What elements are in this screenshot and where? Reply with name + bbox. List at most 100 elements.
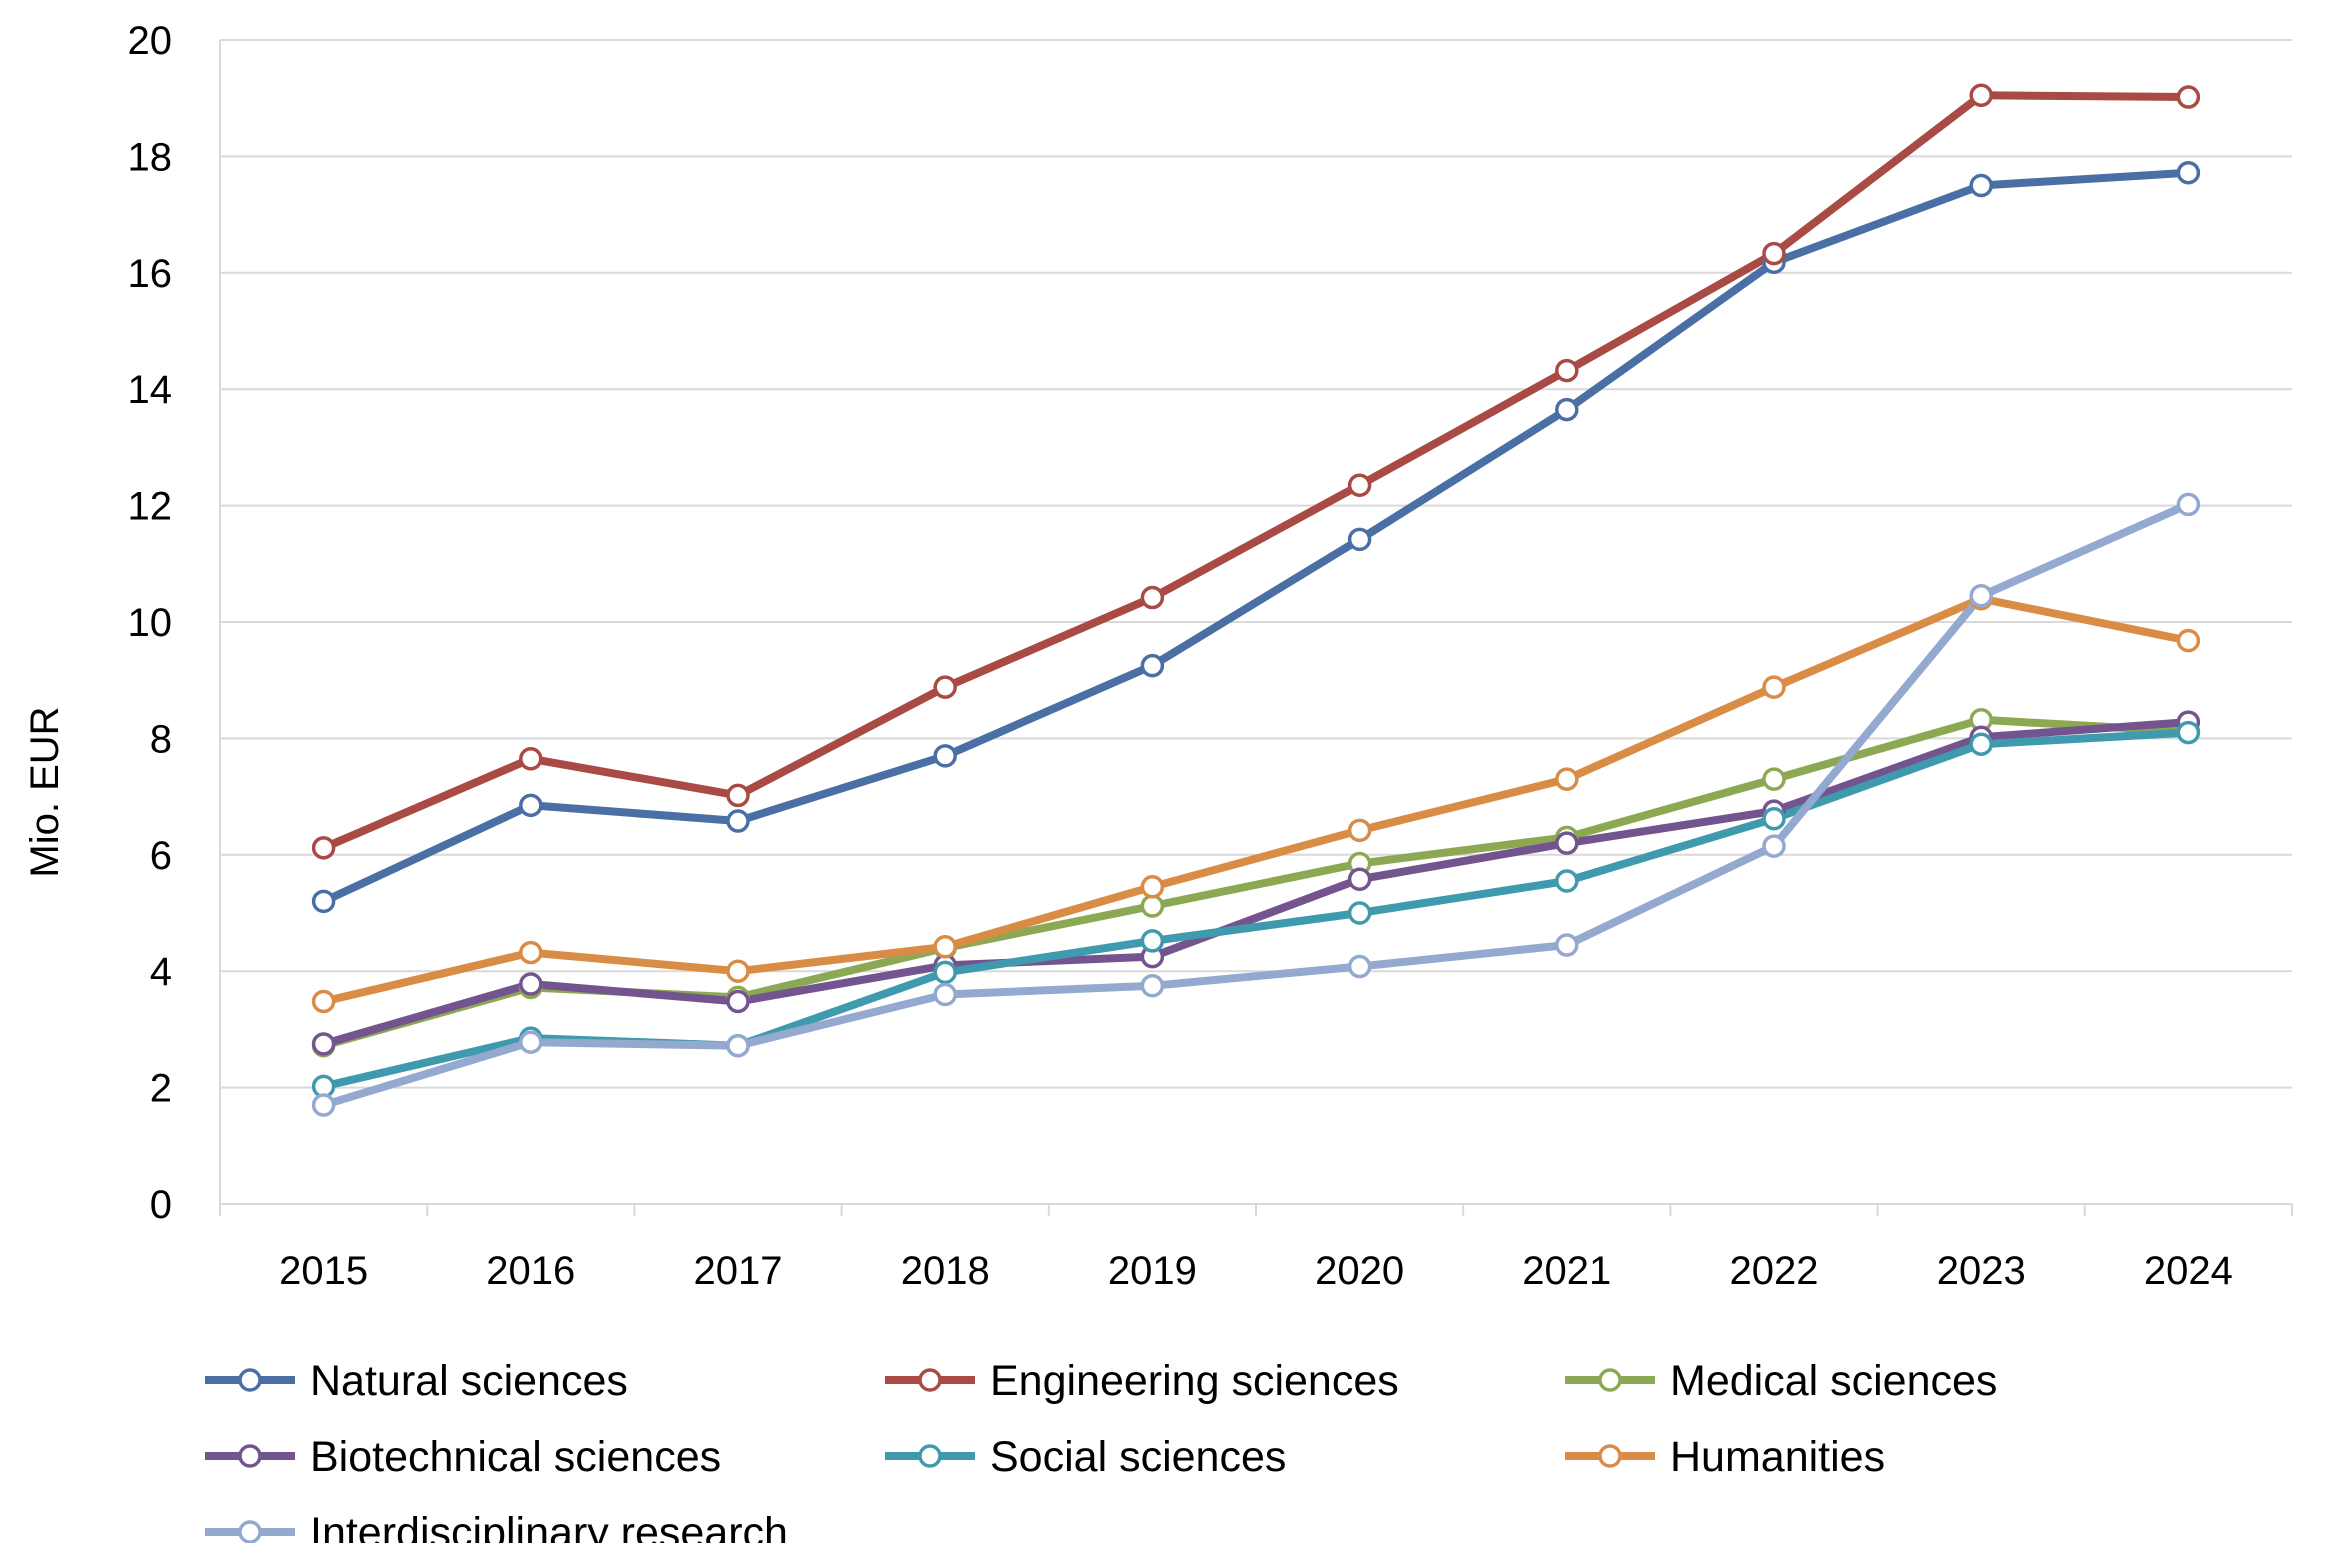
data-point-social-sciences	[1140, 929, 1165, 953]
x-tick-label: 2016	[486, 1249, 575, 1293]
data-point-engineering-sciences	[1347, 473, 1372, 497]
y-tick-label: 8	[150, 717, 172, 761]
data-point-social-sciences	[1969, 732, 1993, 756]
y-tick-label: 10	[128, 601, 173, 645]
data-point-humanities	[1140, 875, 1165, 899]
legend-label: Humanities	[1670, 1433, 1885, 1481]
data-point-interdisciplinary-research	[2176, 492, 2201, 517]
legend-item-medical-sciences: Medical sciences	[1565, 1357, 1997, 1405]
legend-item-interdisciplinary-research: Interdisciplinary research	[205, 1509, 788, 1543]
data-point-biotechnical-sciences	[1347, 867, 1372, 891]
data-point-humanities	[2176, 628, 2201, 653]
data-point-humanities	[933, 935, 957, 959]
data-point-humanities	[1347, 818, 1372, 843]
data-point-humanities	[726, 959, 750, 983]
series-line-biotechnical-sciences	[319, 718, 2193, 1048]
y-tick-label: 4	[150, 950, 172, 994]
legend-item-biotechnical-sciences: Biotechnical sciences	[205, 1433, 721, 1481]
data-point-engineering-sciences	[2176, 85, 2201, 109]
legend-item-engineering-sciences: Engineering sciences	[885, 1357, 1399, 1405]
data-point-engineering-sciences	[933, 675, 957, 699]
x-tick-label: 2024	[2144, 1249, 2233, 1293]
y-tick-labels: 0 2 4 6 8 10 12 14 16 18 20	[128, 19, 173, 1227]
legend-label: Biotechnical sciences	[310, 1433, 721, 1481]
series-line-social-sciences	[319, 728, 2193, 1091]
data-point-social-sciences	[1762, 806, 1786, 831]
data-point-natural-sciences	[1347, 527, 1372, 552]
series-line-natural-sciences	[319, 168, 2193, 906]
data-point-engineering-sciences	[519, 747, 543, 771]
legend-marker	[1598, 1444, 1622, 1468]
data-point-biotechnical-sciences	[311, 1032, 336, 1056]
data-point-biotechnical-sciences	[1555, 831, 1579, 855]
y-tick-label: 12	[128, 485, 173, 529]
data-point-natural-sciences	[726, 809, 750, 833]
data-point-social-sciences	[1347, 901, 1372, 925]
data-point-interdisciplinary-research	[1762, 834, 1786, 858]
data-point-humanities	[519, 940, 543, 965]
data-point-humanities	[1762, 675, 1786, 699]
data-point-engineering-sciences	[1969, 83, 1993, 108]
x-tick-label: 2019	[1108, 1249, 1197, 1293]
data-point-interdisciplinary-research	[933, 982, 957, 1007]
legend-label: Social sciences	[990, 1433, 1286, 1481]
data-point-humanities	[311, 989, 336, 1014]
y-axis-title: Mio. EUR	[23, 706, 67, 877]
series-lines	[319, 91, 2193, 1110]
legend-marker	[1598, 1368, 1622, 1392]
data-point-social-sciences	[1555, 869, 1579, 893]
y-tick-label: 6	[150, 834, 172, 878]
data-point-interdisciplinary-research	[1347, 954, 1372, 979]
legend-item-humanities: Humanities	[1565, 1433, 1885, 1481]
data-point-interdisciplinary-research	[1140, 974, 1165, 998]
y-tick-label: 16	[128, 252, 173, 296]
x-tick-label: 2022	[1730, 1249, 1819, 1293]
legend-item-social-sciences: Social sciences	[885, 1433, 1286, 1481]
legend-marker	[918, 1368, 942, 1392]
series-line-interdisciplinary-research	[319, 500, 2193, 1110]
data-point-social-sciences	[933, 960, 957, 985]
legend-label: Medical sciences	[1670, 1357, 1997, 1405]
data-point-engineering-sciences	[1762, 241, 1786, 266]
y-tick-label: 18	[128, 135, 173, 179]
data-point-medical-sciences	[1762, 767, 1786, 791]
x-tick-label: 2023	[1937, 1249, 2026, 1293]
y-tick-label: 0	[150, 1183, 172, 1227]
y-tick-label: 2	[150, 1067, 172, 1111]
data-point-humanities	[1555, 767, 1579, 791]
series-markers	[311, 83, 2201, 1117]
axes	[219, 40, 2293, 1216]
data-point-biotechnical-sciences	[726, 989, 750, 1014]
data-point-natural-sciences	[1555, 397, 1579, 422]
x-tick-labels: 2015 2016 2017 2018 2019 2020 2021 2022 2023 2024	[279, 1249, 2233, 1293]
x-tick-label: 2018	[901, 1249, 990, 1293]
data-point-medical-sciences	[1140, 894, 1165, 918]
y-tick-label: 20	[128, 19, 173, 63]
legend-marker	[238, 1368, 262, 1392]
data-point-social-sciences	[2176, 720, 2201, 745]
x-tick-label: 2017	[694, 1249, 783, 1293]
x-tick-label: 2015	[279, 1249, 368, 1293]
data-point-natural-sciences	[1140, 653, 1165, 678]
data-point-engineering-sciences	[1140, 585, 1165, 610]
data-point-engineering-sciences	[311, 836, 336, 860]
data-point-natural-sciences	[1969, 173, 1993, 198]
legend-label: Engineering sciences	[990, 1357, 1399, 1405]
x-tick-label: 2020	[1315, 1249, 1404, 1293]
data-point-natural-sciences	[311, 889, 336, 914]
x-tick-label: 2021	[1522, 1249, 1611, 1293]
legend-item-natural-sciences: Natural sciences	[205, 1357, 628, 1405]
legend-marker	[238, 1520, 262, 1543]
legend: Natural sciences Engineering sciences Medi…	[205, 1357, 1997, 1543]
data-point-natural-sciences	[2176, 160, 2201, 185]
data-point-interdisciplinary-research	[519, 1030, 543, 1054]
series-line-humanities	[319, 594, 2193, 1006]
legend-label: Interdisciplinary research	[310, 1509, 788, 1543]
data-point-interdisciplinary-research	[726, 1033, 750, 1058]
legend-marker	[918, 1444, 942, 1468]
data-point-biotechnical-sciences	[519, 972, 543, 996]
legend-marker	[238, 1444, 262, 1468]
data-point-natural-sciences	[933, 744, 957, 768]
data-point-interdisciplinary-research	[311, 1093, 336, 1117]
